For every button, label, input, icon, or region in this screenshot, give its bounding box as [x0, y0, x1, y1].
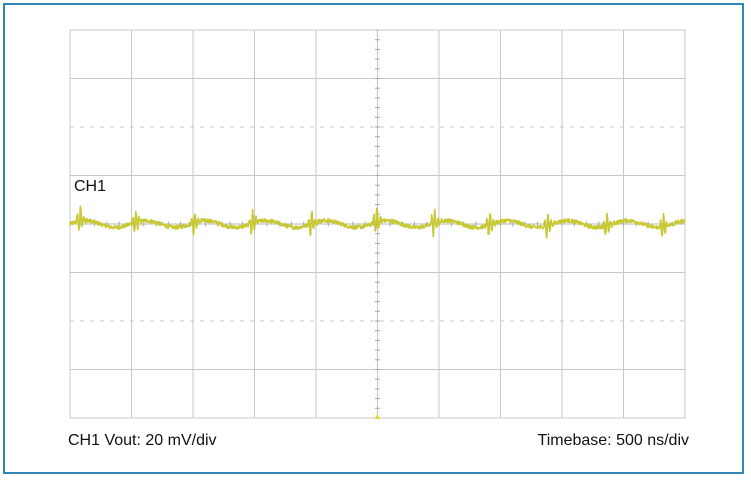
ch1-trace-layer [69, 205, 686, 239]
ch1-trace [69, 205, 686, 239]
timebase-label: Timebase: 500 ns/div [537, 432, 689, 449]
channel-label: CH1 [74, 178, 107, 195]
vertical-scale-label: CH1 Vout: 20 mV/div [68, 432, 217, 449]
trigger-marker [374, 414, 381, 419]
figure-frame [3, 3, 744, 474]
